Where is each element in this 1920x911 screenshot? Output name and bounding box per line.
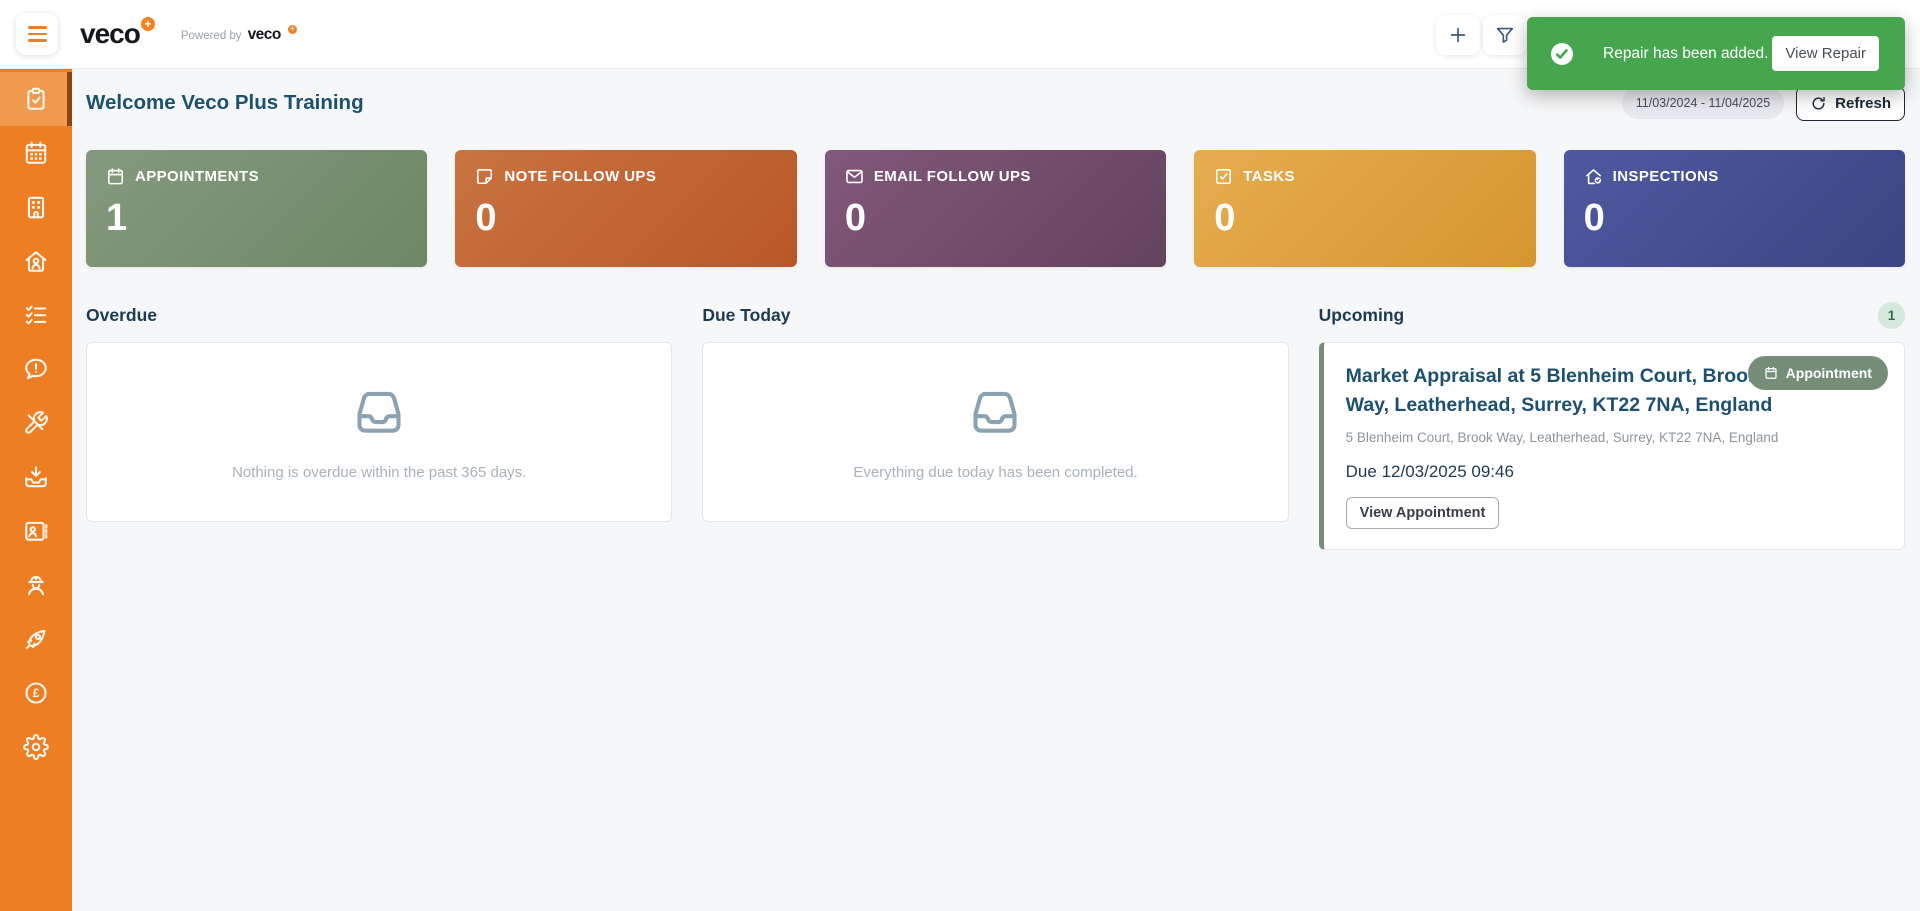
stat-value: 0 [1583,197,1605,239]
sidebar-item-enquiries[interactable] [0,342,72,396]
logo-plus-icon: + [140,17,155,31]
view-repair-button[interactable]: View Repair [1772,36,1879,71]
appointment-type-label: Appointment [1785,365,1872,381]
gear-icon [23,734,49,760]
header-actions: 11/03/2024 - 11/04/2025 Refresh [1621,85,1905,121]
stat-label: INSPECTIONS [1612,168,1719,185]
sidebar-item-properties[interactable] [0,180,72,234]
view-appointment-button[interactable]: View Appointment [1345,496,1500,529]
tools-icon [25,411,48,434]
veco-logo: veco + [80,17,155,49]
sidebar-item-contacts[interactable] [0,504,72,558]
house-person-icon [25,251,47,272]
add-button[interactable] [1436,15,1480,55]
stat-value: 0 [475,197,497,239]
toast-message: Repair has been added. [1603,44,1769,62]
building-icon [27,196,45,219]
appointment-card: Market Appraisal at 5 Blenheim Court, Br… [1318,342,1905,550]
inbox-download-icon [25,466,47,488]
calendar-icon [25,141,47,164]
appointment-due-date: Due 12/03/2025 09:46 [1345,461,1514,481]
hamburger-menu-button[interactable] [16,13,58,55]
stat-value: 0 [1214,197,1236,239]
hamburger-menu-icon [27,26,47,29]
powered-by-logo-plus-icon: + [287,24,297,34]
filter-funnel-icon [1496,27,1514,43]
sidebar-item-repairs[interactable] [0,396,72,450]
empty-tray-icon [973,391,1018,433]
worker-icon [27,575,45,596]
toast-notification: Repair has been added. View Repair [1527,17,1905,90]
powered-by: Powered by veco + [180,24,297,43]
empty-tray-icon [357,391,401,433]
main-content: Welcome Veco Plus Training 11/03/2024 - … [72,68,1920,911]
sidebar-item-downloads[interactable] [0,450,72,504]
check-circle-icon [1551,42,1573,65]
due-today-heading: Due Today [702,304,791,325]
stat-card-tasks[interactable]: TASKS 0 [1194,150,1536,267]
sidebar-item-calendar[interactable] [0,126,72,180]
overdue-empty-card: Nothing is overdue within the past 365 d… [86,342,673,522]
svg-text:£: £ [33,686,40,700]
appointment-address: 5 Blenheim Court, Brook Way, Leatherhead… [1345,429,1779,445]
rocket-icon [25,629,46,650]
add-icon [1450,27,1466,43]
filter-button[interactable] [1483,15,1527,55]
sidebar: £ [0,68,72,911]
stat-card-email-follow-ups[interactable]: EMAIL FOLLOW UPS 0 [824,150,1167,267]
appointment-type-badge: Appointment [1747,356,1888,390]
stat-card-note-follow-ups[interactable]: NOTE FOLLOW UPS 0 [455,150,797,267]
page-header: Welcome Veco Plus Training 11/03/2024 - … [86,82,1905,124]
sidebar-item-lettings[interactable] [0,234,72,288]
sidebar-item-settings[interactable] [0,720,72,774]
appointment-title: Market Appraisal at 5 Blenheim Court, Br… [1345,365,1773,417]
sidebar-item-marketing[interactable] [0,612,72,666]
stat-label: TASKS [1243,168,1295,185]
upcoming-heading: Upcoming [1318,304,1405,325]
comment-alert-icon [25,358,47,380]
overdue-empty-text: Nothing is overdue within the past 365 d… [231,463,527,481]
due-today-empty-text: Everything due today has been completed. [853,463,1138,481]
due-today-section: Due Today Everything due today has been … [702,301,1289,522]
sidebar-item-dashboard[interactable] [0,72,72,126]
stat-card-inspections[interactable]: INSPECTIONS 0 [1563,150,1906,267]
date-range-filter[interactable]: 11/03/2024 - 11/04/2025 [1621,87,1785,119]
stat-cards-row: APPOINTMENTS 1 NOTE FOLLOW UPS 0 EMAIL F… [86,150,1906,267]
overdue-heading: Overdue [86,304,157,325]
upcoming-count-badge: 1 [1877,301,1905,329]
stat-value: 0 [844,197,866,239]
envelope-icon [846,169,863,184]
overdue-section: Overdue Nothing is overdue within the pa… [86,301,673,522]
checklist-icon [25,305,47,325]
page-title: Welcome Veco Plus Training [86,91,364,114]
calendar-icon [1765,366,1777,379]
refresh-button[interactable]: Refresh [1796,85,1905,121]
powered-by-label: Powered by [180,29,242,42]
stat-label: APPOINTMENTS [135,168,259,185]
checkbox-icon [1216,168,1232,185]
sidebar-item-finance[interactable]: £ [0,666,72,720]
upcoming-section: Upcoming 1 Market Appraisal at 5 Blenhei… [1318,301,1905,550]
powered-by-logo-text: veco [247,25,282,43]
logo-text: veco [80,18,141,49]
due-today-empty-card: Everything due today has been completed. [702,342,1289,522]
note-icon [477,168,493,185]
stat-label: NOTE FOLLOW UPS [504,168,657,185]
contact-card-icon [25,521,48,541]
refresh-label: Refresh [1835,94,1891,112]
sidebar-item-contractors[interactable] [0,558,72,612]
clipboard-check-icon [27,87,45,110]
house-check-icon [1585,169,1601,185]
calendar-icon [107,168,124,185]
stat-value: 1 [106,197,128,239]
stat-label: EMAIL FOLLOW UPS [873,168,1031,185]
sidebar-item-tasks[interactable] [0,288,72,342]
sections-row: Overdue Nothing is overdue within the pa… [86,301,1905,550]
refresh-icon [1812,96,1825,109]
stat-card-appointments[interactable]: APPOINTMENTS 1 [86,150,428,267]
pound-circle-icon: £ [25,682,47,704]
